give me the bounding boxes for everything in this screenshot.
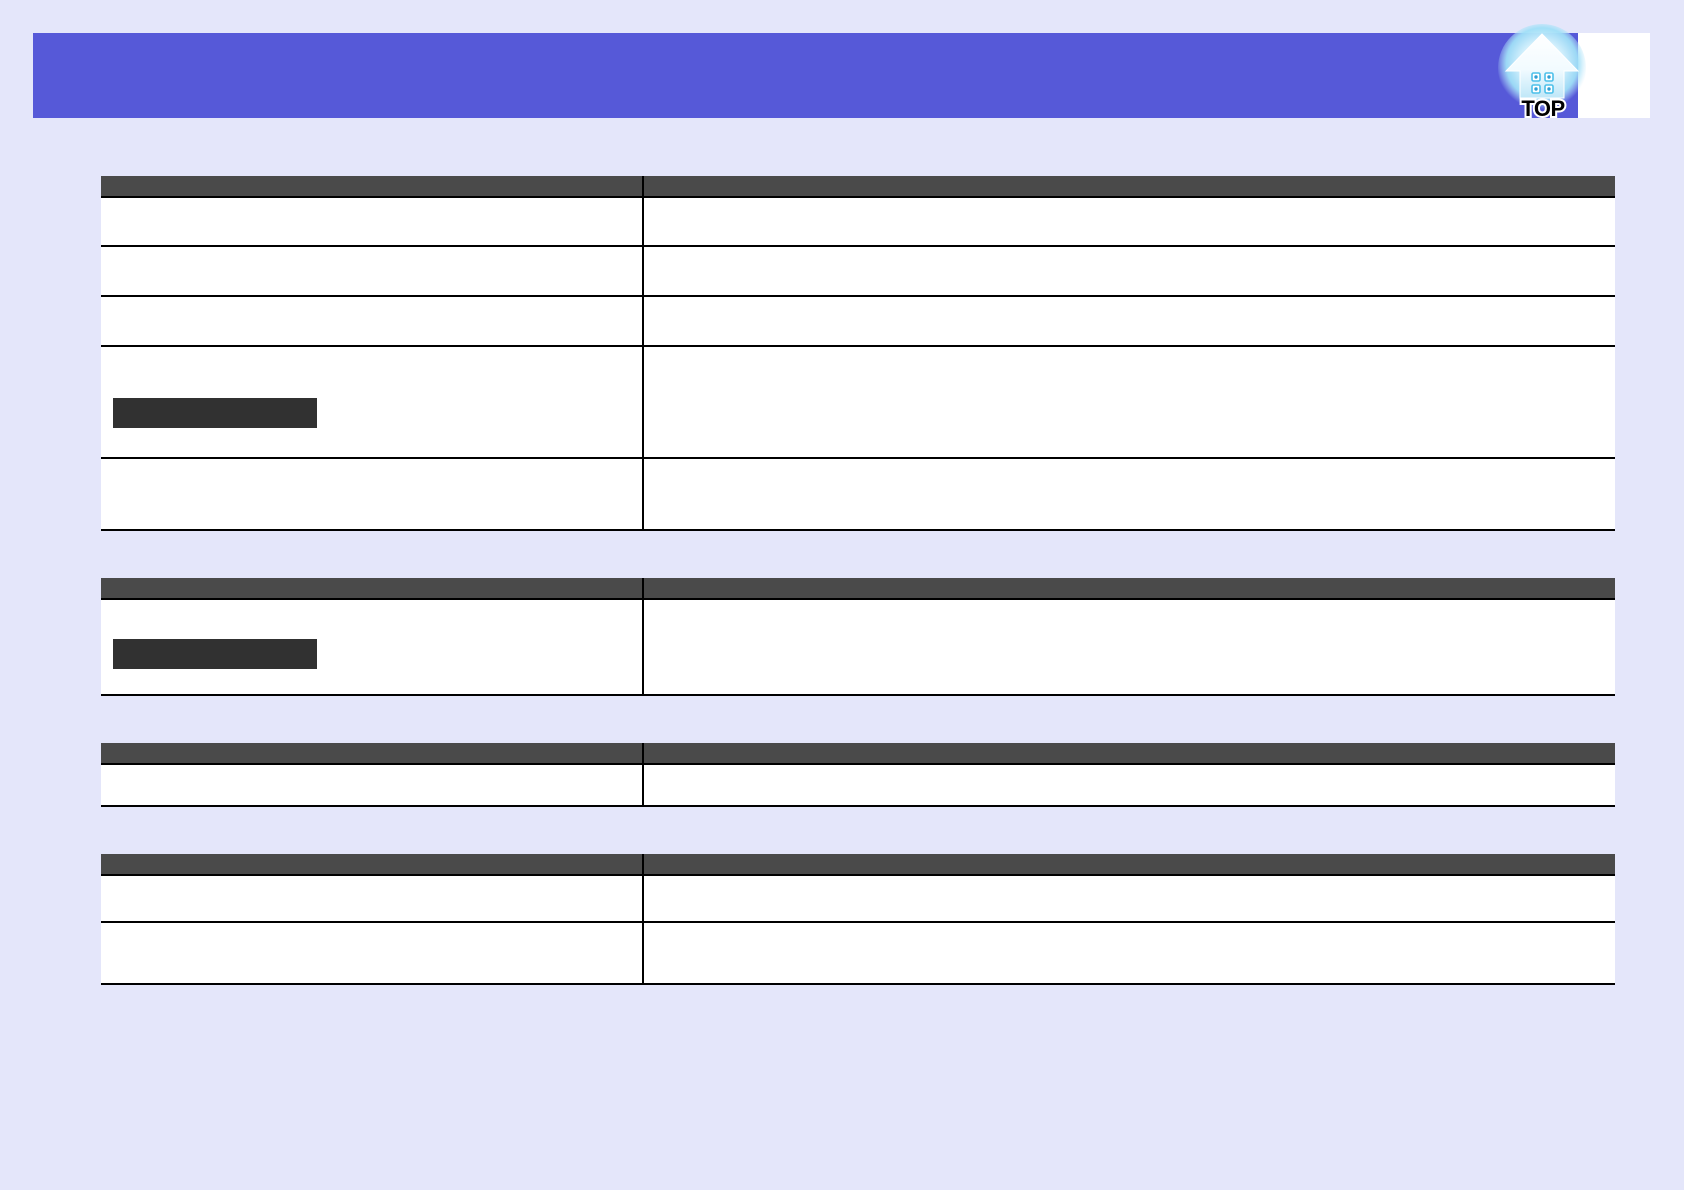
table-header-row (101, 743, 1615, 765)
column-header-right (643, 176, 1615, 198)
cell-left (101, 599, 644, 696)
cell-right (643, 922, 1615, 985)
house-shape (1504, 33, 1580, 99)
table-2 (101, 578, 1615, 696)
table-row (101, 764, 1615, 807)
cell-right (643, 296, 1615, 347)
table-row (101, 458, 1615, 531)
column-header-left (101, 854, 644, 876)
cell-left (101, 875, 644, 923)
column-header-left (101, 743, 644, 765)
document-body (101, 176, 1615, 985)
header-white-block (1578, 33, 1650, 118)
column-header-right (643, 578, 1615, 600)
cell-right (643, 346, 1615, 459)
top-home-icon[interactable]: TOP (1494, 24, 1590, 124)
redaction-block (113, 639, 317, 669)
header-banner (33, 33, 1578, 118)
cell-left (101, 296, 644, 347)
table-header-row (101, 854, 1615, 876)
cell-left (101, 346, 644, 459)
column-header-left (101, 176, 644, 198)
table-row (101, 296, 1615, 347)
table-3 (101, 743, 1615, 807)
cell-right (643, 875, 1615, 923)
table-header-row (101, 578, 1615, 600)
table-row (101, 599, 1615, 696)
table-4 (101, 854, 1615, 985)
cell-right (643, 246, 1615, 297)
table-row (101, 875, 1615, 923)
table-row (101, 922, 1615, 985)
column-header-right (643, 854, 1615, 876)
cell-left (101, 197, 644, 247)
table-row (101, 197, 1615, 247)
cell-right (643, 197, 1615, 247)
cell-right (643, 764, 1615, 807)
cell-left (101, 458, 644, 531)
table-row (101, 246, 1615, 297)
table-row (101, 346, 1615, 459)
top-icon-label: TOP (1521, 96, 1564, 121)
redaction-block (113, 398, 317, 428)
table-header-row (101, 176, 1615, 198)
column-header-right (643, 743, 1615, 765)
cell-left (101, 764, 644, 807)
cell-left (101, 246, 644, 297)
cell-left (101, 922, 644, 985)
table-1 (101, 176, 1615, 531)
column-header-left (101, 578, 644, 600)
cell-right (643, 599, 1615, 696)
cell-right (643, 458, 1615, 531)
